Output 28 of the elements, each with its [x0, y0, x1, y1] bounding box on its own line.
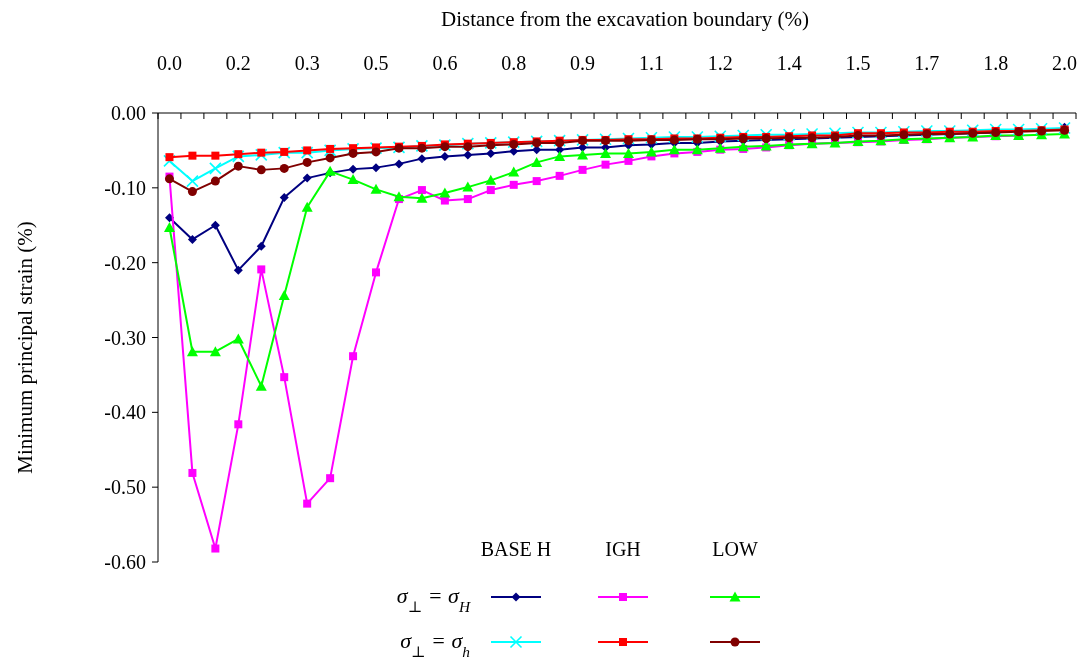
annotation: IGH — [605, 538, 641, 560]
x-tick-label: 0.0 — [156, 52, 182, 74]
x-tick-label: 0.3 — [294, 52, 320, 74]
x-tick-label: 1.2 — [707, 52, 733, 74]
x-tick-label: 1.8 — [983, 52, 1009, 74]
y-tick-label: -0.50 — [104, 476, 146, 499]
annotation: LOW — [712, 538, 758, 560]
y-tick-label: -0.10 — [104, 176, 146, 199]
y-tick-label: 0.00 — [111, 102, 146, 124]
x-tick-label: 1.7 — [914, 52, 940, 74]
x-tick-label: 1.4 — [776, 52, 802, 74]
x-tick-label: 0.8 — [501, 52, 527, 74]
y-tick-label: -0.20 — [104, 251, 146, 274]
annotation: BASE H — [480, 538, 552, 560]
y-axis-title: Minimum principal strain (%) — [13, 221, 37, 474]
x-tick-label: 2.0 — [1052, 52, 1078, 74]
text: σ$_{⊥}$ = σ$_{h}$ — [400, 628, 471, 660]
text: σ$_{⊥}$ = σ$_{H}$ — [396, 583, 471, 615]
y-tick-label: -0.60 — [104, 551, 146, 573]
x-tick-label: 0.6 — [432, 52, 458, 74]
x-tick-label: 0.2 — [225, 52, 251, 74]
y-tick-label: -0.30 — [104, 326, 146, 349]
x-tick-label: 1.1 — [638, 52, 664, 74]
x-tick-label: 1.5 — [845, 52, 871, 74]
x-tick-label: 0.5 — [363, 52, 389, 74]
x-tick-label: 0.9 — [570, 52, 596, 74]
y-tick-label: -0.40 — [104, 401, 146, 424]
chart-title: Distance from the excavation boundary (%) — [441, 7, 809, 31]
